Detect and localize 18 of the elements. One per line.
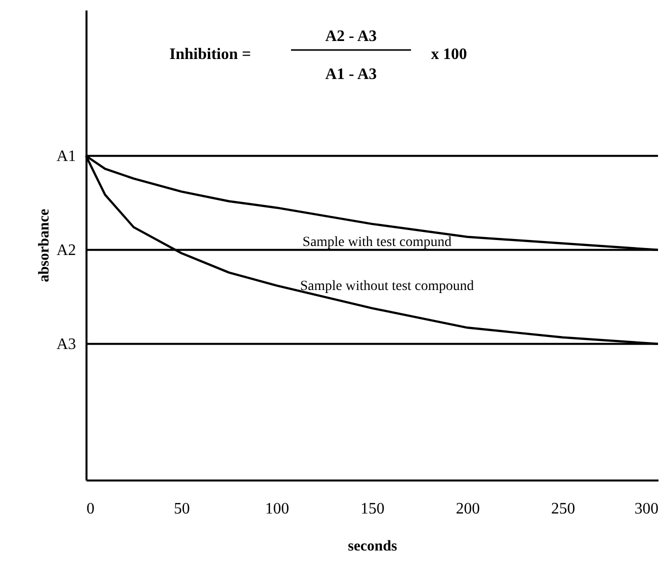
x-tick-label: 250: [551, 500, 576, 518]
ref-line-label: A2: [56, 242, 76, 259]
y-axis-title: absorbance: [36, 208, 52, 282]
text: x 100: [431, 46, 467, 63]
x-tick-label: 300: [634, 500, 658, 518]
ref-line-label: A1: [56, 148, 76, 165]
x-tick-label: 0: [86, 500, 94, 518]
x-tick-label: 200: [456, 500, 480, 518]
x-tick-label: 150: [360, 500, 384, 518]
text: A2 - A3: [325, 28, 377, 45]
x-tick-label: 50: [174, 500, 190, 518]
series-label: Sample without test compound: [300, 279, 474, 294]
x-tick-label: 100: [265, 500, 290, 518]
text: A1 - A3: [325, 66, 377, 83]
x-axis-title: seconds: [348, 538, 398, 554]
series-label: Sample with test compund: [302, 234, 452, 250]
ref-line-label: A3: [56, 336, 76, 353]
text: Inhibition =: [169, 46, 251, 63]
